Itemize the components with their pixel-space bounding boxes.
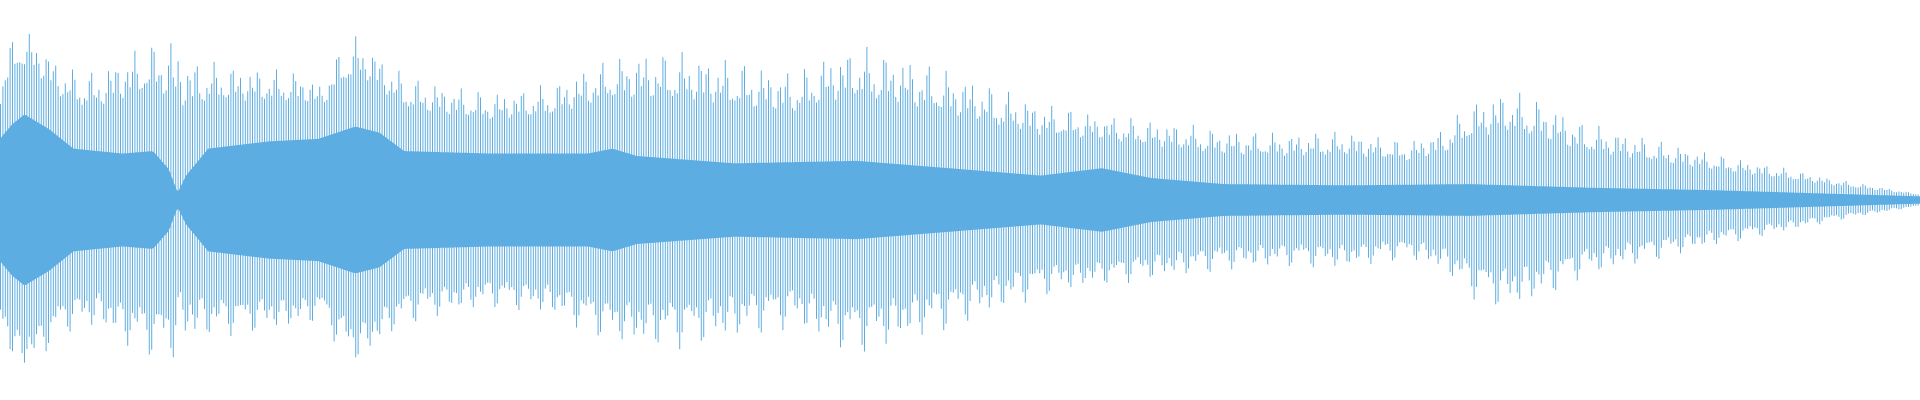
waveform-bars bbox=[0, 33, 1919, 363]
